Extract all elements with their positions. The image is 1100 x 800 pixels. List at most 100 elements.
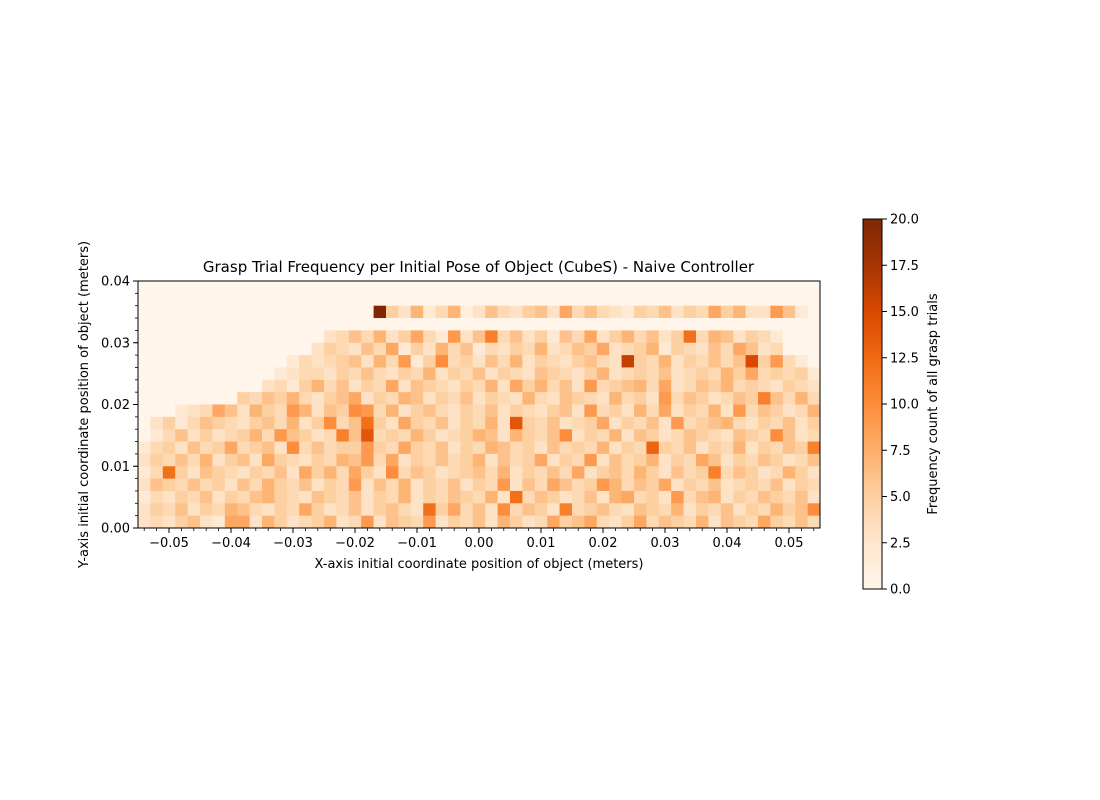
heatmap-cell <box>212 305 226 319</box>
heatmap-cell <box>187 503 201 517</box>
heatmap-cell <box>224 478 238 492</box>
heatmap-cell <box>324 355 337 368</box>
heatmap-cell <box>200 318 213 331</box>
heatmap-cell <box>361 478 374 492</box>
heatmap-cell <box>299 453 312 467</box>
heatmap-cell <box>435 355 449 368</box>
heatmap-cell <box>547 379 560 393</box>
heatmap-cell <box>510 379 523 393</box>
heatmap-cell <box>274 281 288 294</box>
heatmap-cell <box>671 392 684 405</box>
heatmap-cell <box>435 416 449 430</box>
heatmap-cell <box>770 515 784 529</box>
colorbar-tick-label: 5.0 <box>890 490 911 505</box>
heatmap-cell <box>286 441 300 455</box>
heatmap-cell <box>696 503 709 517</box>
heatmap-cell <box>534 466 548 479</box>
heatmap-cell <box>547 466 560 479</box>
heatmap-cell <box>807 404 821 418</box>
heatmap-cell <box>410 318 424 331</box>
heatmap-cell <box>609 318 622 331</box>
heatmap-cell <box>621 330 635 344</box>
heatmap-cell <box>547 515 560 529</box>
heatmap-cell <box>224 503 238 517</box>
heatmap-cell <box>596 342 610 356</box>
heatmap-cell <box>212 404 226 418</box>
heatmap-cell <box>720 478 734 492</box>
heatmap-cell <box>324 490 337 504</box>
heatmap-cell <box>658 281 672 294</box>
heatmap-cell <box>745 379 759 393</box>
heatmap-cell <box>745 318 759 331</box>
heatmap-cell <box>534 305 548 319</box>
heatmap-cell <box>386 404 399 418</box>
heatmap-cell <box>435 478 449 492</box>
heatmap-cell <box>658 466 672 479</box>
heatmap-cell <box>336 293 350 307</box>
heatmap-cell <box>559 392 573 405</box>
heatmap-cell <box>460 404 474 418</box>
heatmap-cell <box>398 453 412 467</box>
heatmap-cell <box>138 490 151 504</box>
heatmap-cell <box>249 355 263 368</box>
heatmap-cell <box>795 404 808 418</box>
heatmap-cell <box>807 305 821 319</box>
heatmap-cell <box>336 466 350 479</box>
heatmap-cell <box>150 429 164 442</box>
heatmap-cell <box>621 429 635 442</box>
heatmap-cell <box>782 305 796 319</box>
heatmap-cell <box>299 281 312 294</box>
heatmap-cell <box>510 515 523 529</box>
heatmap-cell <box>720 466 734 479</box>
heatmap-cell <box>621 478 635 492</box>
heatmap-cell <box>386 392 399 405</box>
heatmap-cell <box>299 318 312 331</box>
heatmap-cell <box>336 367 350 381</box>
heatmap-cell <box>212 379 226 393</box>
heatmap-cell <box>572 453 585 467</box>
heatmap-cell <box>373 305 387 319</box>
heatmap-cell <box>547 330 560 344</box>
heatmap-cell <box>621 466 635 479</box>
heatmap-cell <box>472 318 486 331</box>
heatmap-cell <box>720 281 734 294</box>
heatmap-cell <box>398 392 412 405</box>
heatmap-cell <box>584 453 598 467</box>
heatmap-cell <box>497 478 511 492</box>
heatmap-cell <box>683 478 697 492</box>
heatmap-cell <box>361 429 374 442</box>
heatmap-cell <box>621 453 635 467</box>
heatmap-cell <box>658 305 672 319</box>
heatmap-cell <box>782 379 796 393</box>
heatmap-cell <box>249 379 263 393</box>
heatmap-cell <box>138 466 151 479</box>
heatmap-cell <box>634 318 647 331</box>
heatmap-cell <box>435 404 449 418</box>
heatmap-cell <box>175 416 188 430</box>
heatmap-cell <box>658 416 672 430</box>
heatmap-cell <box>758 441 771 455</box>
heatmap-cell <box>646 466 660 479</box>
heatmap-cell <box>299 330 312 344</box>
heatmap-cell <box>572 342 585 356</box>
heatmap-cell <box>274 478 288 492</box>
heatmap-cell <box>237 478 250 492</box>
heatmap-cell <box>336 441 350 455</box>
heatmap-cell <box>733 416 746 430</box>
heatmap-cell <box>423 305 436 319</box>
heatmap-cell <box>696 318 709 331</box>
heatmap-cell <box>423 490 436 504</box>
heatmap-cell <box>510 281 523 294</box>
heatmap-cell <box>336 453 350 467</box>
heatmap-cell <box>162 404 176 418</box>
heatmap-cell <box>807 490 821 504</box>
heatmap-cell <box>683 429 697 442</box>
heatmap-cell <box>336 478 350 492</box>
heatmap-cell <box>410 379 424 393</box>
heatmap-cell <box>559 330 573 344</box>
heatmap-cell <box>745 416 759 430</box>
heatmap-cell <box>696 478 709 492</box>
heatmap-cell <box>720 441 734 455</box>
heatmap-cell <box>448 416 461 430</box>
heatmap-cell <box>286 342 300 356</box>
